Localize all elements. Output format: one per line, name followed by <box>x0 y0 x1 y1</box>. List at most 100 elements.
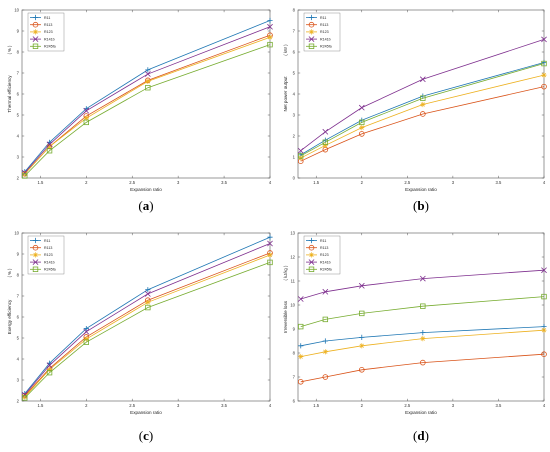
y-tick-label: 13 <box>290 231 295 236</box>
data-point-r141b <box>541 267 547 274</box>
x-tick-label: 3.5 <box>496 403 502 408</box>
legend-label: R245fa <box>320 45 332 49</box>
y-tick-label: 10 <box>14 231 19 236</box>
legend-label: R245fa <box>320 268 332 272</box>
data-point-r141b <box>297 147 304 154</box>
data-point-r113 <box>322 374 329 380</box>
x-tick-label: 3.5 <box>496 180 502 185</box>
data-point-r245fa <box>298 323 304 330</box>
y-tick-label: 3 <box>17 155 20 160</box>
legend-marker <box>32 259 39 265</box>
y-tick-label: 8 <box>293 351 296 356</box>
data-point-r141b <box>267 240 273 247</box>
data-point-r245fa <box>420 303 426 309</box>
data-point-r245fa <box>322 316 329 323</box>
x-tick-label: 2 <box>361 180 364 185</box>
panel-label-close: ) <box>425 198 429 213</box>
data-point-r245fa <box>22 173 28 179</box>
x-tick-label: 3 <box>452 403 455 408</box>
legend-label: R123 <box>320 253 329 257</box>
data-point-r141b <box>322 288 329 295</box>
x-tick-label: 1.5 <box>313 403 319 408</box>
data-point-r245fa <box>22 395 28 401</box>
y-tick-label: 9 <box>293 327 296 332</box>
data-point-r245fa <box>145 85 151 91</box>
x-axis-label: Expansion ratio <box>405 187 437 192</box>
panel-label-letter: b <box>417 198 424 213</box>
data-point-r11 <box>145 287 151 293</box>
data-point-r123 <box>83 336 89 342</box>
legend-marker <box>308 36 315 42</box>
data-point-r113 <box>541 83 547 90</box>
x-tick-label: 3 <box>452 180 455 185</box>
legend-marker <box>32 244 39 251</box>
series-line-r245fa <box>300 63 545 157</box>
data-point-r245fa <box>267 259 273 266</box>
legend-marker <box>308 14 315 21</box>
panel-label-open: ( <box>413 198 417 213</box>
series-r141b <box>297 267 547 302</box>
y-tick-label: 7 <box>17 71 20 76</box>
data-point-r11 <box>322 338 328 344</box>
x-tick-label: 3.5 <box>221 180 227 185</box>
legend-label: R113 <box>320 23 328 27</box>
x-axis-label: Expansion ratio <box>130 187 162 192</box>
y-tick-label: 5 <box>17 336 20 341</box>
legend-marker <box>32 237 39 244</box>
data-point-r245fa <box>46 369 53 376</box>
panel-label-close: ) <box>425 428 429 443</box>
data-point-r123 <box>298 354 304 360</box>
legend-marker <box>308 266 315 272</box>
data-point-r141b <box>419 76 426 83</box>
y-tick-label: 8 <box>17 273 20 278</box>
data-point-r141b <box>144 71 151 77</box>
y-tick-label: 1 <box>293 155 296 160</box>
x-tick-label: 3 <box>177 403 180 408</box>
panel-label-close: ) <box>149 198 153 213</box>
legend-marker <box>308 29 315 35</box>
legend-marker <box>32 266 39 272</box>
x-tick-label: 1.5 <box>313 180 319 185</box>
data-point-r11 <box>298 343 304 349</box>
legend-label: R113 <box>44 246 52 250</box>
y-tick-label: 11 <box>291 279 296 284</box>
legend: R11 R113 R123 R141b R245fa <box>27 12 65 52</box>
legend-marker <box>308 244 315 251</box>
data-point-r11 <box>145 67 151 73</box>
series-line-r245fa <box>24 262 271 399</box>
series-r245fa <box>22 41 273 179</box>
y-axis-label: Thermal efficiency <box>7 75 12 113</box>
legend-label: R113 <box>44 23 52 27</box>
series-r113 <box>297 351 547 385</box>
legend-label: R141b <box>44 37 55 41</box>
panel-label-letter: a <box>143 198 150 213</box>
y-tick-label: 2 <box>17 176 20 181</box>
data-point-r113 <box>358 131 365 137</box>
x-tick-label: 2.5 <box>404 180 410 185</box>
data-point-r11 <box>359 334 365 340</box>
data-point-r245fa <box>298 153 304 159</box>
y-axis-unit: ( % ) <box>7 45 12 54</box>
data-point-r123 <box>46 143 53 150</box>
data-point-r245fa <box>322 139 329 145</box>
data-point-r113 <box>420 359 426 366</box>
x-tick-label: 4 <box>543 180 546 185</box>
data-point-r141b <box>144 291 151 297</box>
legend-label: R245fa <box>44 45 56 49</box>
series-r123 <box>22 252 273 400</box>
series-r141b <box>21 23 273 176</box>
legend-label: R123 <box>320 30 329 34</box>
x-tick-label: 2 <box>361 403 364 408</box>
y-axis-label: Net power output <box>283 76 288 112</box>
legend-marker <box>32 14 39 21</box>
panel-label-close: ) <box>149 428 153 443</box>
y-tick-label: 7 <box>293 29 296 34</box>
series-r245fa <box>298 293 547 330</box>
panel-label: (b) <box>413 198 429 213</box>
data-point-r141b <box>297 296 304 302</box>
y-tick-label: 5 <box>293 71 296 76</box>
data-point-r245fa <box>46 147 53 154</box>
series-r141b <box>297 36 547 154</box>
y-tick-label: 12 <box>290 255 295 260</box>
legend-marker <box>32 29 39 35</box>
